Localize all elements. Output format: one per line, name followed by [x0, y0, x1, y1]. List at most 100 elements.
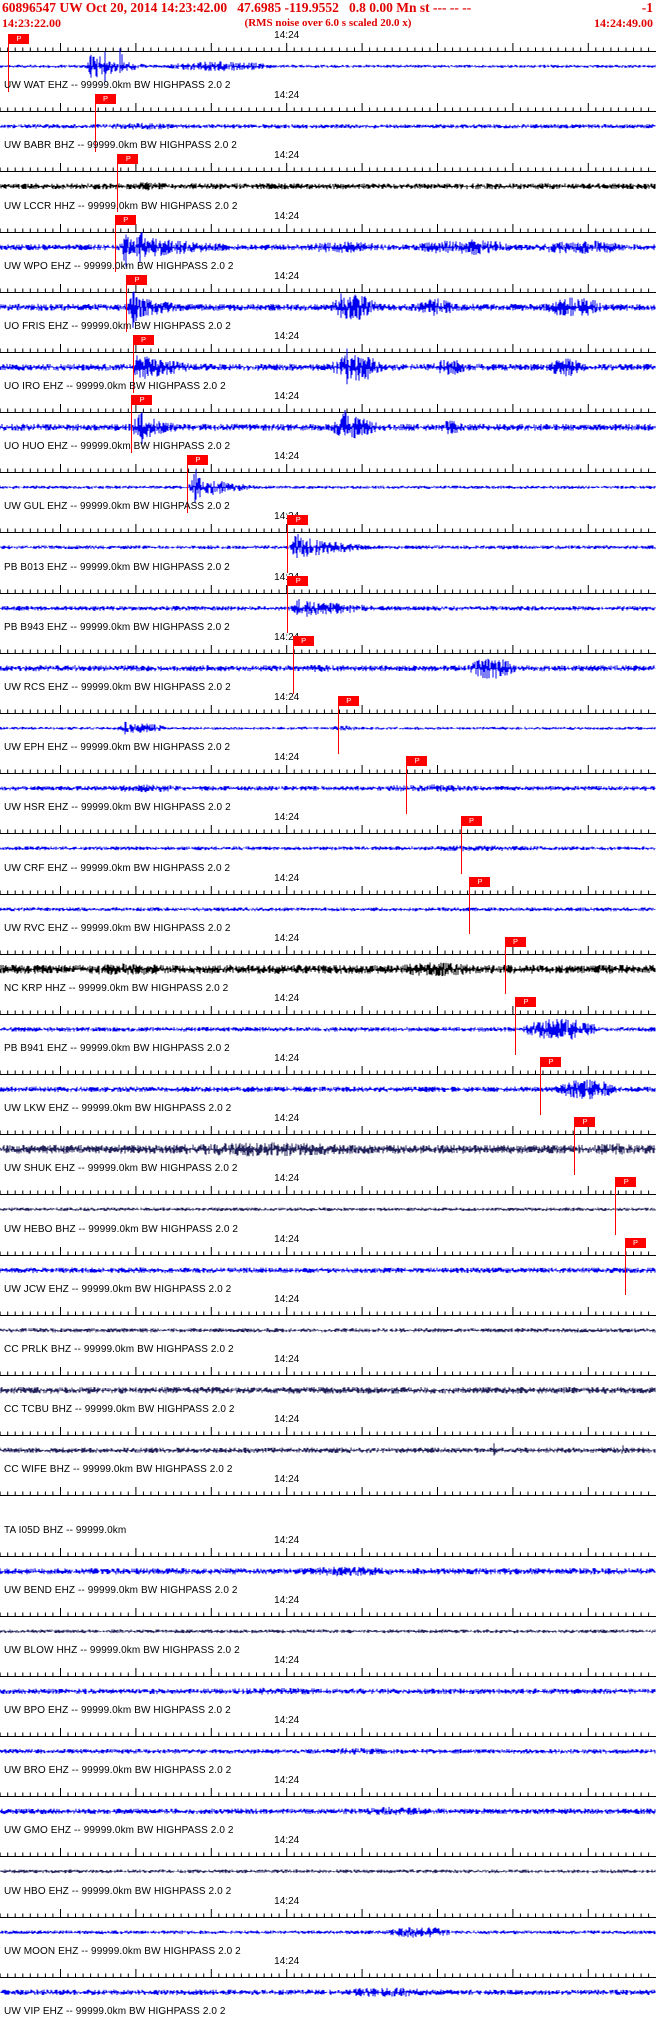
trace-row-cc-tcbu: 14:24 CC TCBU BHZ -- 99999.0km BW HIGHPAS…: [0, 1354, 656, 1417]
waveform-uw-hsr[interactable]: [0, 754, 656, 815]
station-label: UW HSR EHZ -- 99999.0km BW HIGHPASS 2.0 …: [4, 802, 231, 814]
time-axis: [0, 103, 656, 113]
time-tick-label: 14:24: [274, 812, 300, 824]
waveform-uw-hbo[interactable]: [0, 1837, 656, 1898]
station-label: UW BRO EHZ -- 99999.0km BW HIGHPASS 2.0 …: [4, 1765, 232, 1777]
waveform-uo-huo[interactable]: [0, 393, 656, 454]
waveform-uw-bro[interactable]: [0, 1717, 656, 1778]
station-label: NC KRP HHZ -- 99999.0km BW HIGHPASS 2.0 …: [4, 982, 229, 994]
pick-flag[interactable]: P: [132, 395, 153, 406]
waveform-uw-rcs[interactable]: [0, 634, 656, 695]
waveform-uw-wat[interactable]: [0, 32, 656, 93]
trace-row-uw-lccr: 14:24 P UW LCCR HHZ -- 99999.0km BW HIGHPA…: [0, 150, 656, 213]
pick-flag[interactable]: P: [407, 756, 428, 767]
waveform-uw-hebo[interactable]: [0, 1175, 656, 1236]
waveform-cc-prlk[interactable]: [0, 1296, 656, 1357]
waveform-uw-jcw[interactable]: [0, 1236, 656, 1297]
pick-line: [131, 395, 133, 453]
time-tick-label: 14:24: [274, 1775, 300, 1787]
station-label: UW SHUK EHZ -- 99999.0km BW HIGHPASS 2.0…: [4, 1163, 238, 1175]
time-tick-label: 14:24: [274, 451, 300, 463]
event-flag: -1: [641, 0, 653, 15]
waveform-uw-blow[interactable]: [0, 1597, 656, 1658]
trace-row-pb-b943: 14:24P PB B943 EHZ -- 99999.0km BW HIGHPA…: [0, 572, 656, 635]
waveform-uw-moon[interactable]: [0, 1898, 656, 1959]
pick-flag[interactable]: P: [616, 1177, 637, 1188]
trace-row-cc-prlk: 14:24 CC PRLK BHZ -- 99999.0km BW HIGHPAS…: [0, 1294, 656, 1357]
pick-line: [460, 816, 462, 875]
time-tick-label: 14:24: [274, 1654, 300, 1666]
pick-line: [126, 274, 127, 333]
trace-row-uw-lkw: 14:24 P UW LKW EHZ -- 99999.0km BW HIGHPAS…: [0, 1053, 656, 1116]
time-axis: [0, 1427, 656, 1437]
trace-row-ta-i05d: 14:24 TA I05D BHZ -- 99999.0km: [0, 1474, 656, 1536]
trace-row-uw-rcs: 14:24 P UW RCS EHZ -- 99999.0km BW HIGHPAS…: [0, 632, 656, 695]
waveform-uw-shuk[interactable]: [0, 1115, 656, 1176]
waveform-pb-b943[interactable]: [0, 574, 656, 635]
waveform-uw-gul[interactable]: [0, 453, 656, 514]
pick-flag[interactable]: P: [505, 936, 526, 947]
time-tick-label: 14:24: [274, 1113, 300, 1125]
pick-flag[interactable]: P: [133, 334, 154, 345]
trace-row-uw-babr: 14:24 P UW BABR BHZ -- 99999.0km BW HIGHPA…: [0, 90, 656, 153]
waveform-uw-bend[interactable]: [0, 1537, 656, 1598]
station-label: UO IRO EHZ -- 99999.0km BW HIGHPASS 2.0 …: [4, 381, 226, 393]
waveform-uw-wpo[interactable]: [0, 213, 656, 274]
time-tick-label: 14:24: [274, 90, 300, 102]
waveform-cc-wife[interactable]: [0, 1416, 656, 1477]
pick-flag[interactable]: P: [293, 635, 314, 646]
pick-flag[interactable]: P: [95, 94, 116, 105]
pick-flag[interactable]: P: [127, 274, 147, 285]
time-tick-label: 14:24: [274, 1354, 300, 1365]
pick-flag[interactable]: P: [575, 1117, 595, 1128]
waveform-pb-b941[interactable]: [0, 995, 656, 1056]
waveform-nc-krp[interactable]: [0, 935, 656, 996]
pick-flag[interactable]: P: [115, 214, 136, 225]
time-axis: [0, 584, 656, 594]
waveform-uw-crf[interactable]: [0, 814, 656, 875]
time-tick-label: 14:24: [274, 992, 300, 1004]
pick-flag[interactable]: P: [470, 876, 490, 887]
waveform-uo-iro[interactable]: [0, 333, 656, 394]
time-tick-label: 14:24: [274, 932, 300, 944]
pick-flag[interactable]: P: [288, 515, 309, 526]
waveform-uw-babr[interactable]: [0, 92, 656, 153]
pick-flag[interactable]: P: [8, 34, 29, 44]
time-tick-label: 14:24: [274, 1173, 300, 1185]
rms-scale-note: (RMS noise over 6.0 s scaled 20.0 x): [244, 17, 412, 29]
waveform-uo-fris[interactable]: [0, 273, 656, 334]
pick-flag[interactable]: P: [118, 154, 139, 165]
pick-line: [337, 696, 339, 754]
station-label: UW RVC EHZ -- 99999.0km BW HIGHPASS 2.0 …: [4, 922, 231, 934]
trace-row-uw-wpo: 14:24 P UW WPO EHZ -- 99999.0km BW HIGHPAS…: [0, 211, 656, 274]
pick-flag[interactable]: P: [540, 1057, 561, 1068]
pick-flag[interactable]: P: [338, 696, 359, 706]
time-axis: [0, 1246, 656, 1256]
waveform-uw-gmo[interactable]: [0, 1777, 656, 1838]
waveform-uw-bpo[interactable]: [0, 1657, 656, 1718]
waveform-uw-lkw[interactable]: [0, 1055, 656, 1116]
time-tick-label: 14:24: [274, 572, 299, 583]
pick-flag[interactable]: P: [516, 996, 536, 1007]
waveform-uw-eph[interactable]: [0, 694, 656, 755]
time-tick-label: 14:24: [274, 1594, 300, 1606]
pick-flag[interactable]: P: [188, 455, 208, 466]
time-tick-label: 14:24: [274, 511, 299, 522]
waveform-pb-b013[interactable]: [0, 513, 656, 574]
trace-row-uw-crf: 14:24 P UW CRF EHZ -- 99999.0km BW HIGHPAS…: [0, 812, 656, 875]
trace-row-uo-huo: 14:24 P UO HUO EHZ -- 99999.0km BW HIGHPAS…: [0, 391, 656, 454]
pick-line: [406, 756, 408, 814]
waveform-uw-lccr[interactable]: [0, 152, 656, 213]
waveform-uw-vip[interactable]: [0, 1958, 656, 2018]
waveform-uw-rvc[interactable]: [0, 875, 656, 936]
pick-line: [539, 1057, 541, 1115]
pick-flag[interactable]: P: [461, 816, 482, 827]
pick-line: [117, 154, 119, 213]
pick-flag[interactable]: P: [625, 1237, 646, 1248]
trace-row-uo-iro: 14:24 P UO IRO EHZ -- 99999.0km BW HIGHPAS…: [0, 331, 656, 394]
waveform-cc-tcbu[interactable]: [0, 1356, 656, 1417]
pick-flag[interactable]: P: [288, 575, 309, 586]
trace-row-uo-fris: 14:24 P UO FRIS EHZ -- 99999.0km BW HIGHPA…: [0, 271, 656, 334]
time-axis: [0, 1367, 656, 1376]
